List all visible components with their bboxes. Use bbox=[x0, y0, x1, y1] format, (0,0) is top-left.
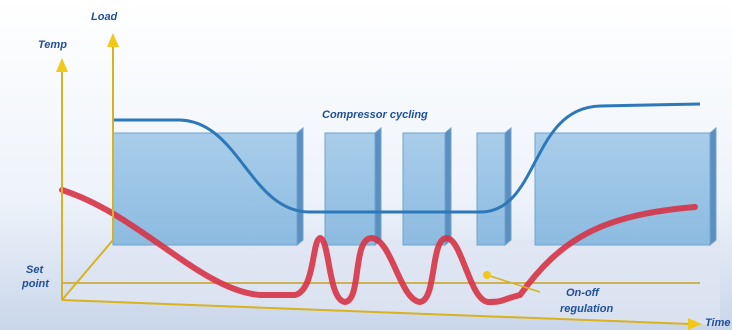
set-point-label-line1: Set bbox=[26, 264, 44, 276]
diagram: Load Temp Time Compressor cycling Set po… bbox=[0, 0, 732, 330]
compressor-label: Compressor cycling bbox=[322, 109, 428, 121]
load-axis-label: Load bbox=[91, 11, 118, 23]
time-axis-label: Time bbox=[705, 317, 730, 329]
set-point-label-line2: point bbox=[21, 278, 50, 290]
temp-axis-label: Temp bbox=[38, 39, 67, 51]
regulation-label-line2: regulation bbox=[560, 303, 613, 315]
regulation-label-line1: On-off bbox=[566, 287, 600, 299]
regulation-dot bbox=[483, 271, 491, 279]
compressor-blocks bbox=[113, 128, 716, 245]
